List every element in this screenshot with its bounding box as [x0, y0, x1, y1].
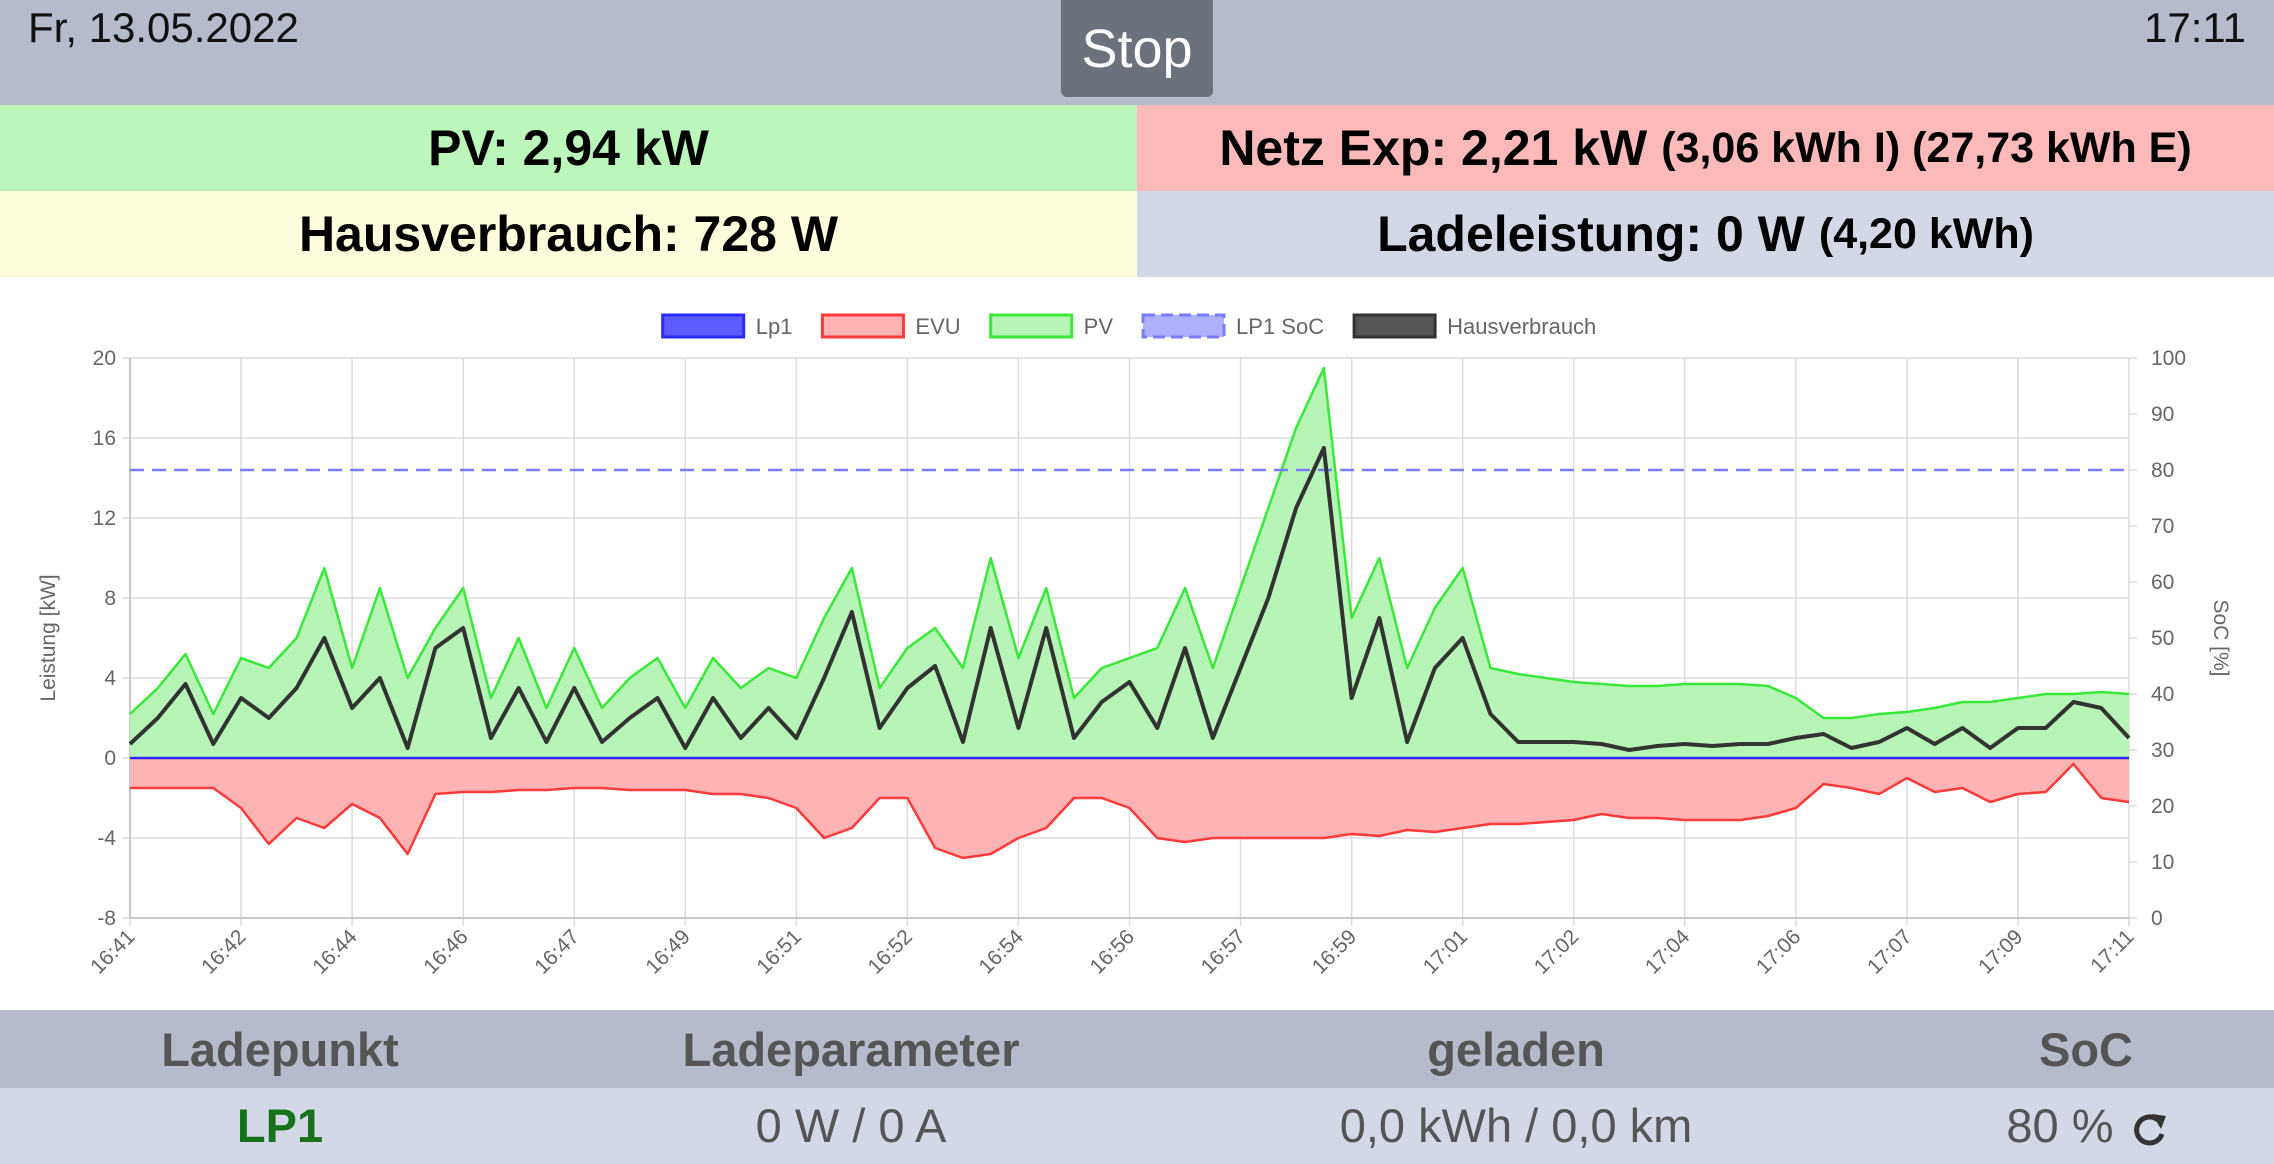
x-tick-label: 16:47	[530, 925, 583, 978]
legend-label: Lp1	[756, 314, 793, 339]
charge-detail: (4,20 kWh)	[1818, 209, 2034, 258]
x-tick-label: 17:09	[1974, 925, 2027, 978]
charge-box: Ladeleistung: 0 W (4,20 kWh)	[1137, 191, 2274, 277]
x-tick-label: 16:51	[752, 925, 805, 978]
x-tick-label: 16:56	[1086, 925, 1139, 978]
y2-tick-label: 100	[2151, 347, 2186, 370]
legend-swatch	[820, 313, 905, 339]
x-tick-label: 17:01	[1419, 925, 1472, 978]
refresh-arrow	[2152, 1114, 2166, 1129]
y2-tick-label: 50	[2151, 627, 2174, 650]
legend-label: Hausverbrauch	[1447, 314, 1596, 339]
charge-text: Ladeleistung: 0 W	[1377, 206, 1805, 262]
refresh-arc	[2134, 1114, 2165, 1146]
x-tick-label: 16:54	[975, 925, 1029, 979]
x-tick-label: 17:02	[1530, 925, 1583, 978]
table-header-cell: geladen	[1427, 1023, 1605, 1076]
y-tick-label: 16	[93, 427, 116, 450]
y-tick-label: 20	[93, 347, 116, 370]
y-tick-label: 12	[93, 507, 116, 530]
table-cell: 0,0 kWh / 0,0 km	[1339, 1099, 1693, 1152]
y2-tick-label: 40	[2151, 683, 2174, 706]
chart: 16:41 16:42 16:44 16:46 16:47 16:49 16:51 16:52…	[37, 313, 2232, 979]
table-header-cell: SoC	[2039, 1023, 2133, 1076]
table-cell[interactable]: LP1	[236, 1099, 324, 1152]
x-tick-label: 17:11	[2086, 925, 2138, 977]
stop-button[interactable]: Stop	[1061, 0, 1213, 97]
legend: Lp1 EVU PV LP1 SoC Hausverbrauch	[661, 313, 1596, 339]
legend-swatch	[1141, 313, 1226, 339]
pv-text: PV: 2,94 kW	[428, 120, 709, 176]
legend-label: EVU	[915, 314, 960, 339]
y2-tick-label: 30	[2151, 739, 2174, 762]
x-tick-label: 16:59	[1308, 925, 1361, 978]
y-axis-title: Leistung [kW]	[37, 574, 60, 701]
legend-swatch	[1352, 313, 1437, 339]
x-tick-label: 16:42	[197, 925, 250, 978]
y-tick-label: 0	[104, 747, 116, 770]
y-tick-label: -4	[97, 827, 116, 850]
grid-box: Netz Exp: 2,21 kW (3,06 kWh I) (27,73 kWh…	[1137, 105, 2274, 191]
legend-swatch	[989, 313, 1074, 339]
y2-tick-label: 80	[2151, 459, 2174, 482]
table-header-cell: Ladepunkt	[161, 1023, 399, 1076]
y-tick-label: 8	[104, 587, 116, 610]
series-line	[129, 366, 2130, 720]
legend-swatch	[661, 313, 746, 339]
grid-detail: (3,06 kWh I) (27,73 kWh E)	[1661, 123, 2192, 172]
y2-tick-label: 70	[2151, 515, 2174, 538]
legend-label: PV	[1084, 314, 1114, 339]
y2-tick-label: 90	[2151, 403, 2174, 426]
y2-tick-label: 20	[2151, 795, 2174, 818]
series-line	[128, 446, 2131, 752]
table-cell: 80 %	[2006, 1099, 2114, 1152]
table-row	[0, 1088, 2274, 1164]
y2-tick-label: 10	[2151, 851, 2174, 874]
refresh-icon[interactable]	[2128, 1108, 2172, 1152]
series-line	[130, 762, 2130, 860]
house-box: Hausverbrauch: 728 W	[0, 191, 1137, 277]
x-tick-label: 17:07	[1863, 925, 1916, 978]
y2-axis-title: SoC [%]	[2209, 599, 2232, 676]
y2-tick-label: 60	[2151, 571, 2174, 594]
x-tick-label: 16:46	[419, 925, 472, 978]
table-cell: 0 W / 0 A	[755, 1099, 947, 1152]
x-tick-label: 16:57	[1197, 925, 1250, 978]
table-header	[0, 1010, 2274, 1088]
pv-box: PV: 2,94 kW	[0, 105, 1137, 191]
grid-text: Netz Exp: 2,21 kW	[1219, 120, 1648, 176]
house-text: Hausverbrauch: 728 W	[298, 206, 839, 262]
x-tick-label: 16:49	[641, 925, 694, 978]
date: Fr, 13.05.2022	[28, 4, 299, 51]
time: 17:11	[2144, 4, 2246, 51]
x-tick-label: 16:41	[86, 925, 139, 978]
x-tick-label: 17:04	[1641, 925, 1695, 979]
legend-label: LP1 SoC	[1236, 314, 1324, 339]
table-header-cell: Ladeparameter	[682, 1023, 1020, 1076]
x-tick-label: 17:06	[1752, 925, 1805, 978]
y-tick-label: -8	[97, 907, 116, 930]
x-tick-label: 16:44	[308, 925, 362, 979]
y2-tick-label: 0	[2151, 907, 2163, 930]
x-tick-label: 16:52	[863, 925, 916, 978]
y-tick-label: 4	[104, 667, 116, 690]
